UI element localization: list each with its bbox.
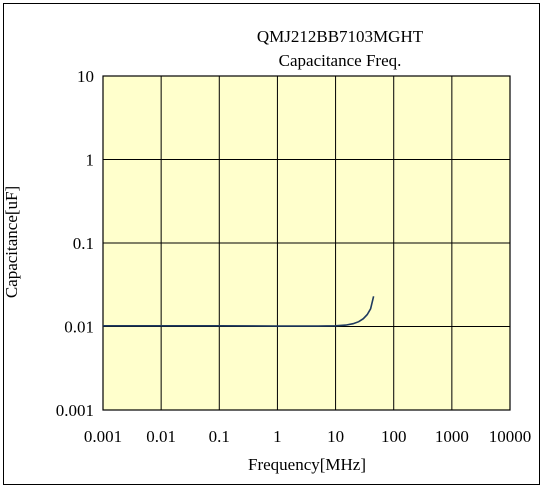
x-tick-label: 10000 — [489, 427, 532, 446]
plot-border — [102, 75, 511, 411]
x-tick-label: 1000 — [435, 427, 469, 446]
y-tick-label: 1 — [86, 151, 95, 170]
x-tick-label: 0.001 — [84, 427, 122, 446]
y-tick-label: 0.001 — [56, 401, 94, 420]
x-tick-label: 0.1 — [209, 427, 230, 446]
x-tick-label: 100 — [381, 427, 407, 446]
chart-title: QMJ212BB7103MGHT — [257, 27, 424, 46]
capacitance-series-line — [103, 296, 375, 327]
y-tick-label: 10 — [77, 67, 94, 86]
chart-subtitle: Capacitance Freq. — [279, 51, 402, 70]
x-tick-label: 10 — [327, 427, 344, 446]
x-axis-label: Frequency[MHz] — [248, 455, 366, 474]
y-axis-label: Capacitance[uF] — [2, 186, 21, 298]
x-tick-label: 1 — [273, 427, 282, 446]
y-tick-label: 0.1 — [73, 234, 94, 253]
x-tick-label: 0.01 — [146, 427, 176, 446]
y-tick-label: 0.01 — [64, 318, 94, 337]
